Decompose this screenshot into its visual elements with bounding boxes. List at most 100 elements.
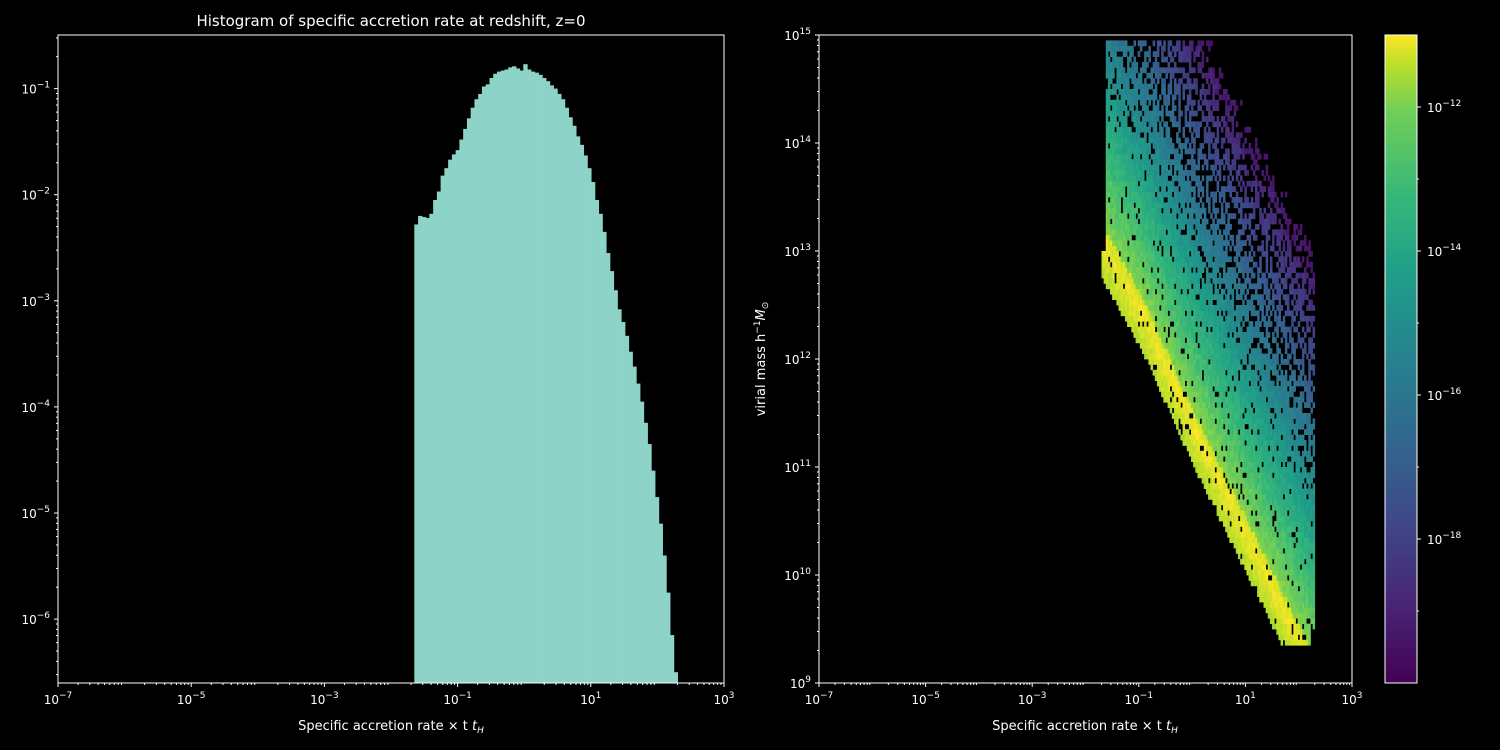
heatmap-cell [1146,116,1149,122]
heatmap-cell [1188,78,1192,84]
heatmap-cell [1127,283,1130,290]
heatmap-cell [1233,369,1237,376]
heatmap-cell [1274,558,1277,565]
heatmap-cell [1193,175,1196,182]
y-tick-label: 10−3 [21,293,50,309]
heatmap-cell [1105,170,1109,176]
heatmap-cell [1242,272,1245,279]
heatmap-cell [1223,418,1226,425]
heatmap-cell [1197,126,1200,133]
heatmap-cell [1173,294,1177,300]
heatmap-cell [1199,121,1203,128]
heatmap-cell [1235,294,1239,300]
heatmap-cell [1197,234,1200,241]
heatmap-cell [1161,278,1164,284]
heatmap-cell [1197,369,1200,376]
heatmap-cell [1148,132,1151,138]
heatmap-cell [1148,137,1151,144]
heatmap-cell [1133,218,1137,225]
heatmap-cell [1135,197,1139,203]
heatmap-cell [1205,380,1209,387]
heatmap-cell [1203,315,1207,322]
heatmap-cell [1176,256,1179,263]
heatmap-cell [1167,283,1171,290]
heatmap-cell [1199,429,1203,435]
heatmap-cell [1231,121,1235,128]
heatmap-cell [1122,305,1126,311]
heatmap-cell [1105,121,1109,128]
heatmap-cell [1218,391,1222,398]
heatmap-cell [1148,56,1151,63]
heatmap-cell [1208,450,1211,457]
heatmap-cell [1263,542,1267,549]
heatmap-cell [1263,461,1267,468]
heatmap-cell [1193,310,1196,317]
heatmap-cell [1167,180,1171,187]
heatmap-cell [1195,429,1198,435]
heatmap-cell [1203,294,1207,300]
heatmap-cell [1210,321,1213,327]
heatmap-cell [1124,78,1128,84]
heatmap-cell [1252,159,1256,165]
heatmap-cell [1208,137,1211,144]
heatmap-cell [1103,278,1107,284]
heatmap-cell [1141,310,1145,317]
histogram-bar [485,84,491,684]
heatmap-cell [1154,186,1158,192]
heatmap-cell [1173,89,1177,95]
heatmap-cell [1203,472,1207,479]
heatmap-cell [1280,224,1284,230]
heatmap-cell [1112,45,1115,52]
heatmap-cell [1250,504,1254,511]
heatmap-cell [1227,423,1230,430]
heatmap-cell [1193,288,1196,295]
heatmap-cell [1159,326,1162,333]
heatmap-cell [1261,191,1264,198]
heatmap-cell [1137,305,1141,311]
heatmap-cell [1261,213,1264,219]
heatmap-cell [1165,326,1168,333]
heatmap-cell [1220,483,1224,489]
heatmap-cell [1229,418,1232,425]
heatmap-cell [1212,407,1215,414]
heatmap-cell [1278,413,1281,419]
heatmap-cell [1120,99,1124,106]
heatmap-cell [1122,251,1126,257]
heatmap-cell [1169,337,1173,344]
heatmap-cell [1186,283,1190,290]
heatmap-cell [1259,423,1262,430]
heatmap-cell [1148,121,1151,128]
heatmap-cell [1163,67,1166,74]
heatmap-cell [1218,159,1222,165]
heatmap-cell [1193,99,1196,106]
heatmap-cell [1280,504,1284,511]
heatmap-cell [1131,272,1134,279]
heatmap-cell [1227,148,1230,155]
heatmap-cell [1205,386,1209,392]
heatmap-cell [1254,504,1258,511]
heatmap-cell [1180,305,1183,311]
heatmap-cell [1282,575,1286,581]
heatmap-cell [1124,51,1128,57]
heatmap-cell [1223,348,1226,354]
heatmap-cell [1229,234,1232,241]
heatmap-cell [1254,564,1258,570]
heatmap-cell [1214,305,1218,311]
heatmap-cell [1274,602,1277,608]
heatmap-cell [1227,105,1230,111]
heatmap-cell [1272,445,1275,452]
heatmap-cell [1105,224,1109,230]
heatmap-cell [1193,51,1196,57]
heatmap-cell [1141,272,1145,279]
heatmap-cell [1201,342,1205,349]
heatmap-cell [1124,305,1128,311]
heatmap-cell [1259,445,1262,452]
heatmap-cell [1141,191,1145,198]
heatmap-cell [1161,197,1164,203]
heatmap-cell [1240,467,1243,473]
heatmap-cell [1231,494,1235,500]
heatmap-cell [1152,137,1156,144]
heatmap-cell [1161,159,1164,165]
heatmap-cell [1180,353,1183,360]
heatmap-cell [1182,321,1186,327]
